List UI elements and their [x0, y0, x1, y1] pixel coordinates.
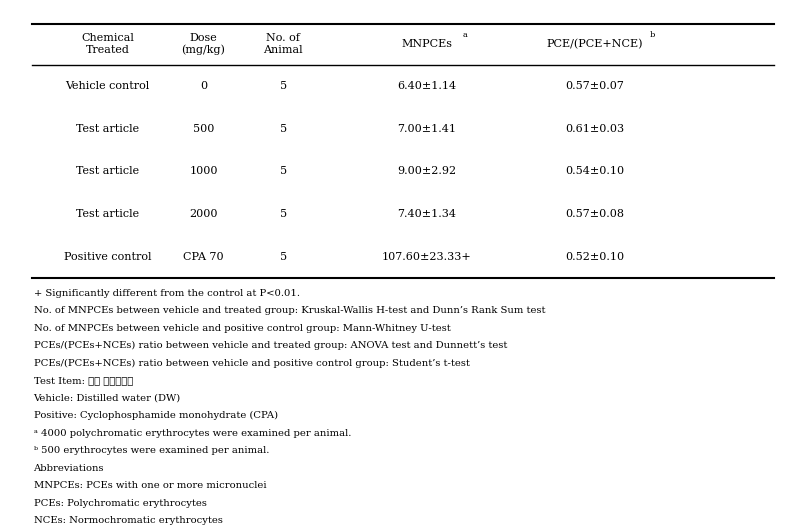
Text: Test Item: 세신 열수추출물: Test Item: 세신 열수추출물 [34, 376, 132, 385]
Text: 7.00±1.41: 7.00±1.41 [397, 123, 456, 134]
Text: Test article: Test article [76, 209, 140, 219]
Text: 5: 5 [280, 123, 286, 134]
Text: 0: 0 [200, 81, 207, 91]
Text: 0.61±0.03: 0.61±0.03 [565, 123, 624, 134]
Text: PCE/(PCE+NCE): PCE/(PCE+NCE) [547, 39, 642, 49]
Text: 0.57±0.08: 0.57±0.08 [565, 209, 624, 219]
Text: 0.52±0.10: 0.52±0.10 [565, 252, 624, 262]
Text: No. of MNPCEs between vehicle and treated group: Kruskal-Wallis H-test and Dunn’: No. of MNPCEs between vehicle and treate… [34, 306, 545, 315]
Text: NCEs: Normochromatic erythrocytes: NCEs: Normochromatic erythrocytes [34, 516, 223, 525]
Text: Test article: Test article [76, 166, 140, 176]
Text: 2000: 2000 [189, 209, 218, 219]
Text: 5: 5 [280, 166, 286, 176]
Text: 0.54±0.10: 0.54±0.10 [565, 166, 624, 176]
Text: 6.40±1.14: 6.40±1.14 [397, 81, 456, 91]
Text: 500: 500 [193, 123, 214, 134]
Text: MNPCEs: MNPCEs [401, 39, 452, 49]
Text: Positive control: Positive control [64, 252, 152, 262]
Text: 5: 5 [280, 252, 286, 262]
Text: 5: 5 [280, 81, 286, 91]
Text: ᵇ 500 erythrocytes were examined per animal.: ᵇ 500 erythrocytes were examined per ani… [34, 446, 269, 455]
Text: PCEs/(PCEs+NCEs) ratio between vehicle and positive control group: Student’s t-t: PCEs/(PCEs+NCEs) ratio between vehicle a… [34, 359, 469, 368]
Text: ᵃ 4000 polychromatic erythrocytes were examined per animal.: ᵃ 4000 polychromatic erythrocytes were e… [34, 429, 351, 438]
Text: CPA 70: CPA 70 [184, 252, 223, 262]
Text: MNPCEs: PCEs with one or more micronuclei: MNPCEs: PCEs with one or more micronucle… [34, 481, 267, 490]
Text: No. of
Animal: No. of Animal [263, 33, 303, 55]
Text: Test article: Test article [76, 123, 140, 134]
Text: Positive: Cyclophosphamide monohydrate (CPA): Positive: Cyclophosphamide monohydrate (… [34, 411, 278, 420]
Text: Dose
(mg/kg): Dose (mg/kg) [182, 33, 225, 56]
Text: PCEs/(PCEs+NCEs) ratio between vehicle and treated group: ANOVA test and Dunnett: PCEs/(PCEs+NCEs) ratio between vehicle a… [34, 341, 507, 350]
Text: PCEs: Polychromatic erythrocytes: PCEs: Polychromatic erythrocytes [34, 499, 207, 508]
Text: 0.57±0.07: 0.57±0.07 [565, 81, 624, 91]
Text: 9.00±2.92: 9.00±2.92 [397, 166, 456, 176]
Text: 107.60±23.33+: 107.60±23.33+ [382, 252, 472, 262]
Text: + Significantly different from the control at P<0.01.: + Significantly different from the contr… [34, 289, 299, 298]
Text: Vehicle control: Vehicle control [65, 81, 150, 91]
Text: No. of MNPCEs between vehicle and positive control group: Mann-Whitney U-test: No. of MNPCEs between vehicle and positi… [34, 324, 450, 333]
Text: 5: 5 [280, 209, 286, 219]
Text: 1000: 1000 [189, 166, 218, 176]
Text: b: b [650, 31, 654, 39]
Text: Abbreviations: Abbreviations [34, 464, 104, 473]
Text: Vehicle: Distilled water (DW): Vehicle: Distilled water (DW) [34, 394, 181, 403]
Text: a: a [463, 31, 468, 39]
Text: Chemical
Treated: Chemical Treated [81, 33, 134, 55]
Text: 7.40±1.34: 7.40±1.34 [397, 209, 456, 219]
